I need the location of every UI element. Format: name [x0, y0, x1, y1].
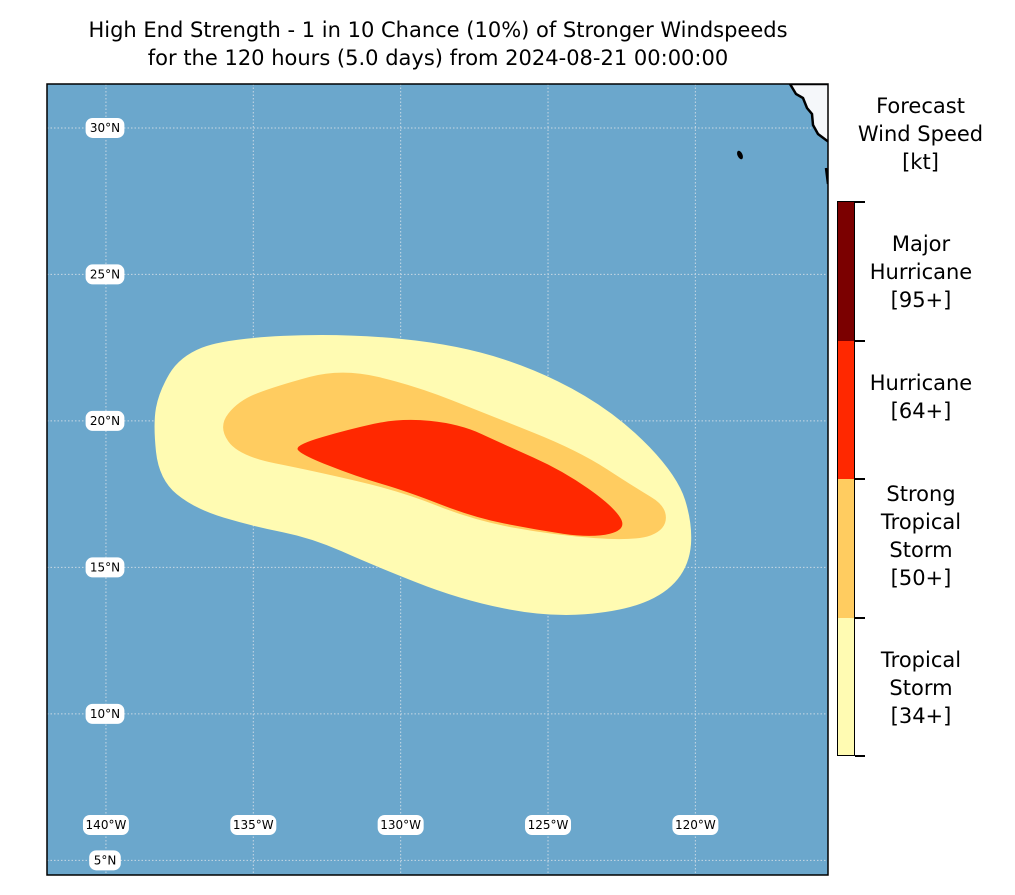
svg-text:30°N: 30°N — [90, 121, 120, 135]
legend-label-major-hurricane: Major Hurricane [95+] — [869, 232, 973, 312]
lon-label: 140°W — [82, 815, 129, 835]
svg-text:135°W: 135°W — [233, 818, 274, 832]
lon-label: 130°W — [377, 815, 424, 835]
colorbar-segment-major-hurricane — [838, 202, 855, 341]
swath-hurricane — [297, 419, 623, 536]
lon-label: 125°W — [525, 815, 572, 835]
chart-subtitle: for the 120 hours (5.0 days) from 2024-0… — [147, 46, 729, 70]
coastline-land — [788, 84, 828, 143]
colorbar-tick — [855, 340, 865, 342]
colorbar-frame — [837, 201, 855, 756]
colorbar-title: Forecast Wind Speed [kt] — [857, 94, 984, 174]
lon-label: 120°W — [672, 815, 719, 835]
island — [737, 150, 743, 160]
svg-text:130°W: 130°W — [380, 818, 421, 832]
latitude-labels: 30°N 25°N 20°N 15°N 10°N 5°N — [85, 117, 125, 871]
colorbar-tick — [855, 617, 865, 619]
colorbar-tick — [855, 755, 865, 757]
lat-label: 30°N — [85, 117, 125, 138]
colorbar-segment-strong-tropical-storm — [838, 479, 855, 618]
legend-label-strong-tropical-storm: Strong Tropical Storm [50+] — [880, 482, 962, 590]
map-frame — [46, 83, 829, 876]
svg-text:5°N: 5°N — [94, 853, 117, 867]
lat-label: 10°N — [85, 703, 125, 724]
svg-text:120°W: 120°W — [675, 818, 716, 832]
colorbar-tick — [855, 478, 865, 480]
svg-text:125°W: 125°W — [528, 818, 569, 832]
svg-text:10°N: 10°N — [90, 707, 120, 721]
svg-text:140°W: 140°W — [86, 818, 127, 832]
lat-label: 5°N — [89, 850, 121, 871]
colorbar-segment-hurricane — [838, 341, 855, 479]
lat-label: 25°N — [85, 264, 125, 285]
legend-label-hurricane: Hurricane [64+] — [869, 371, 973, 423]
longitude-labels: 140°W 135°W 130°W 125°W 120°W — [82, 815, 719, 835]
svg-text:20°N: 20°N — [90, 414, 120, 428]
lat-label: 20°N — [85, 410, 125, 431]
svg-text:15°N: 15°N — [90, 560, 120, 574]
chart-title: High End Strength - 1 in 10 Chance (10%)… — [88, 18, 788, 42]
legend-label-tropical-storm: Tropical Storm [34+] — [880, 648, 962, 728]
lon-label: 135°W — [230, 815, 277, 835]
lat-label: 15°N — [85, 557, 125, 578]
colorbar-segment-tropical-storm — [838, 618, 855, 756]
svg-text:25°N: 25°N — [90, 267, 120, 281]
colorbar-tick — [855, 201, 865, 203]
